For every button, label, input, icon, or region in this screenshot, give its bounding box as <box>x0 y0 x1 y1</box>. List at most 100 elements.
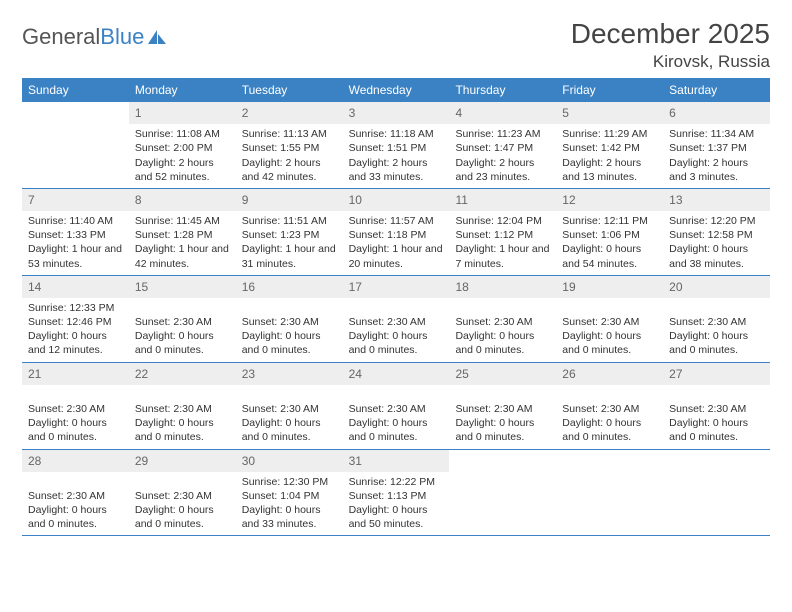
day-text: Sunrise: 11:18 AMSunset: 1:51 PMDaylight… <box>343 127 450 184</box>
day-line: Sunset: 1:33 PM <box>28 228 123 242</box>
day-cell: 7Sunrise: 11:40 AMSunset: 1:33 PMDayligh… <box>22 189 129 275</box>
day-cell <box>449 450 556 536</box>
day-cell: 30Sunrise: 12:30 PMSunset: 1:04 PMDaylig… <box>236 450 343 536</box>
day-text: Sunset: 2:30 AMDaylight: 0 hoursand 0 mi… <box>449 301 556 358</box>
day-cell: 20 Sunset: 2:30 AMDaylight: 0 hoursand 0… <box>663 276 770 362</box>
date-number: 6 <box>663 102 770 124</box>
day-line: and 12 minutes. <box>28 343 123 357</box>
day-line: Sunset: 1:04 PM <box>242 489 337 503</box>
day-cell: 15 Sunset: 2:30 AMDaylight: 0 hoursand 0… <box>129 276 236 362</box>
day-line: Daylight: 0 hours <box>349 329 444 343</box>
day-line: and 50 minutes. <box>349 517 444 531</box>
day-cell: 17 Sunset: 2:30 AMDaylight: 0 hoursand 0… <box>343 276 450 362</box>
day-cell: 8Sunrise: 11:45 AMSunset: 1:28 PMDayligh… <box>129 189 236 275</box>
day-line: Sunset: 2:30 AM <box>135 315 230 329</box>
day-text: Sunset: 2:30 AMDaylight: 0 hoursand 0 mi… <box>556 388 663 445</box>
day-cell: 10Sunrise: 11:57 AMSunset: 1:18 PMDaylig… <box>343 189 450 275</box>
day-text: Sunrise: 12:11 PMSunset: 1:06 PMDaylight… <box>556 214 663 271</box>
day-text: Sunset: 2:30 AMDaylight: 0 hoursand 0 mi… <box>22 475 129 532</box>
day-line: Sunset: 1:37 PM <box>669 141 764 155</box>
day-line: Daylight: 1 hour and <box>135 242 230 256</box>
day-cell: 14Sunrise: 12:33 PMSunset: 12:46 PMDayli… <box>22 276 129 362</box>
day-line: Sunset: 2:30 AM <box>349 402 444 416</box>
day-line: Daylight: 0 hours <box>562 242 657 256</box>
day-cell <box>663 450 770 536</box>
day-line: Daylight: 0 hours <box>455 329 550 343</box>
day-header-sun: Sunday <box>22 78 129 102</box>
day-line: Daylight: 0 hours <box>349 416 444 430</box>
day-line: Daylight: 0 hours <box>135 503 230 517</box>
day-line: Sunrise: 11:23 AM <box>455 127 550 141</box>
day-line: Sunset: 1:42 PM <box>562 141 657 155</box>
day-line <box>562 388 657 402</box>
day-text: Sunset: 2:30 AMDaylight: 0 hoursand 0 mi… <box>22 388 129 445</box>
day-line: Sunset: 1:28 PM <box>135 228 230 242</box>
date-number: 25 <box>449 363 556 385</box>
day-line: Sunset: 1:13 PM <box>349 489 444 503</box>
day-line: and 0 minutes. <box>562 343 657 357</box>
day-line: Sunset: 1:23 PM <box>242 228 337 242</box>
day-line: Sunrise: 11:34 AM <box>669 127 764 141</box>
date-number: 29 <box>129 450 236 472</box>
day-header-mon: Monday <box>129 78 236 102</box>
day-line: and 38 minutes. <box>669 257 764 271</box>
day-cell: 1Sunrise: 11:08 AMSunset: 2:00 PMDayligh… <box>129 102 236 188</box>
day-line: Sunset: 1:55 PM <box>242 141 337 155</box>
date-number: 24 <box>343 363 450 385</box>
calendar: Sunday Monday Tuesday Wednesday Thursday… <box>22 78 770 536</box>
day-text: Sunset: 2:30 AMDaylight: 0 hoursand 0 mi… <box>343 388 450 445</box>
day-line: Sunrise: 12:04 PM <box>455 214 550 228</box>
day-line: Sunset: 2:30 AM <box>135 489 230 503</box>
day-text: Sunset: 2:30 AMDaylight: 0 hoursand 0 mi… <box>449 388 556 445</box>
day-cell: 5Sunrise: 11:29 AMSunset: 1:42 PMDayligh… <box>556 102 663 188</box>
day-line: and 42 minutes. <box>242 170 337 184</box>
date-number: 21 <box>22 363 129 385</box>
day-line: Sunrise: 12:30 PM <box>242 475 337 489</box>
day-text: Sunrise: 11:51 AMSunset: 1:23 PMDaylight… <box>236 214 343 271</box>
day-line: Sunrise: 11:08 AM <box>135 127 230 141</box>
day-line: Daylight: 0 hours <box>28 503 123 517</box>
day-line: Sunset: 2:30 AM <box>455 402 550 416</box>
day-line: and 13 minutes. <box>562 170 657 184</box>
day-text: Sunset: 2:30 AMDaylight: 0 hoursand 0 mi… <box>129 475 236 532</box>
day-cell: 28 Sunset: 2:30 AMDaylight: 0 hoursand 0… <box>22 450 129 536</box>
day-line: Sunset: 2:30 AM <box>349 315 444 329</box>
day-line: and 0 minutes. <box>28 517 123 531</box>
day-line: and 33 minutes. <box>242 517 337 531</box>
day-line: Sunset: 1:51 PM <box>349 141 444 155</box>
day-line: Sunset: 12:58 PM <box>669 228 764 242</box>
day-line: Daylight: 0 hours <box>28 329 123 343</box>
day-line: 20 minutes. <box>349 257 444 271</box>
logo: GeneralBlue <box>22 24 167 50</box>
date-number: 1 <box>129 102 236 124</box>
day-cell: 13Sunrise: 12:20 PMSunset: 12:58 PMDayli… <box>663 189 770 275</box>
date-number: 20 <box>663 276 770 298</box>
day-cell: 3Sunrise: 11:18 AMSunset: 1:51 PMDayligh… <box>343 102 450 188</box>
day-line: Sunrise: 11:51 AM <box>242 214 337 228</box>
day-line: 31 minutes. <box>242 257 337 271</box>
logo-text-2: Blue <box>100 24 144 50</box>
day-text: Sunrise: 12:20 PMSunset: 12:58 PMDayligh… <box>663 214 770 271</box>
day-cell: 9Sunrise: 11:51 AMSunset: 1:23 PMDayligh… <box>236 189 343 275</box>
day-line: Daylight: 1 hour and <box>28 242 123 256</box>
day-line: Daylight: 0 hours <box>669 242 764 256</box>
logo-sail-icon <box>147 29 167 45</box>
day-line: and 0 minutes. <box>669 343 764 357</box>
day-text: Sunset: 2:30 AMDaylight: 0 hoursand 0 mi… <box>236 301 343 358</box>
date-number: 23 <box>236 363 343 385</box>
day-text: Sunrise: 11:23 AMSunset: 1:47 PMDaylight… <box>449 127 556 184</box>
day-line <box>669 388 764 402</box>
date-number: 16 <box>236 276 343 298</box>
date-number: 27 <box>663 363 770 385</box>
location: Kirovsk, Russia <box>571 52 770 72</box>
day-line: Daylight: 2 hours <box>242 156 337 170</box>
day-line: and 0 minutes. <box>349 343 444 357</box>
day-line: Daylight: 2 hours <box>562 156 657 170</box>
day-text: Sunset: 2:30 AMDaylight: 0 hoursand 0 mi… <box>129 301 236 358</box>
week-row: 7Sunrise: 11:40 AMSunset: 1:33 PMDayligh… <box>22 189 770 276</box>
day-line: Daylight: 2 hours <box>135 156 230 170</box>
day-line: Sunset: 1:18 PM <box>349 228 444 242</box>
date-number: 14 <box>22 276 129 298</box>
day-line: Daylight: 0 hours <box>562 416 657 430</box>
day-cell: 11Sunrise: 12:04 PMSunset: 1:12 PMDaylig… <box>449 189 556 275</box>
